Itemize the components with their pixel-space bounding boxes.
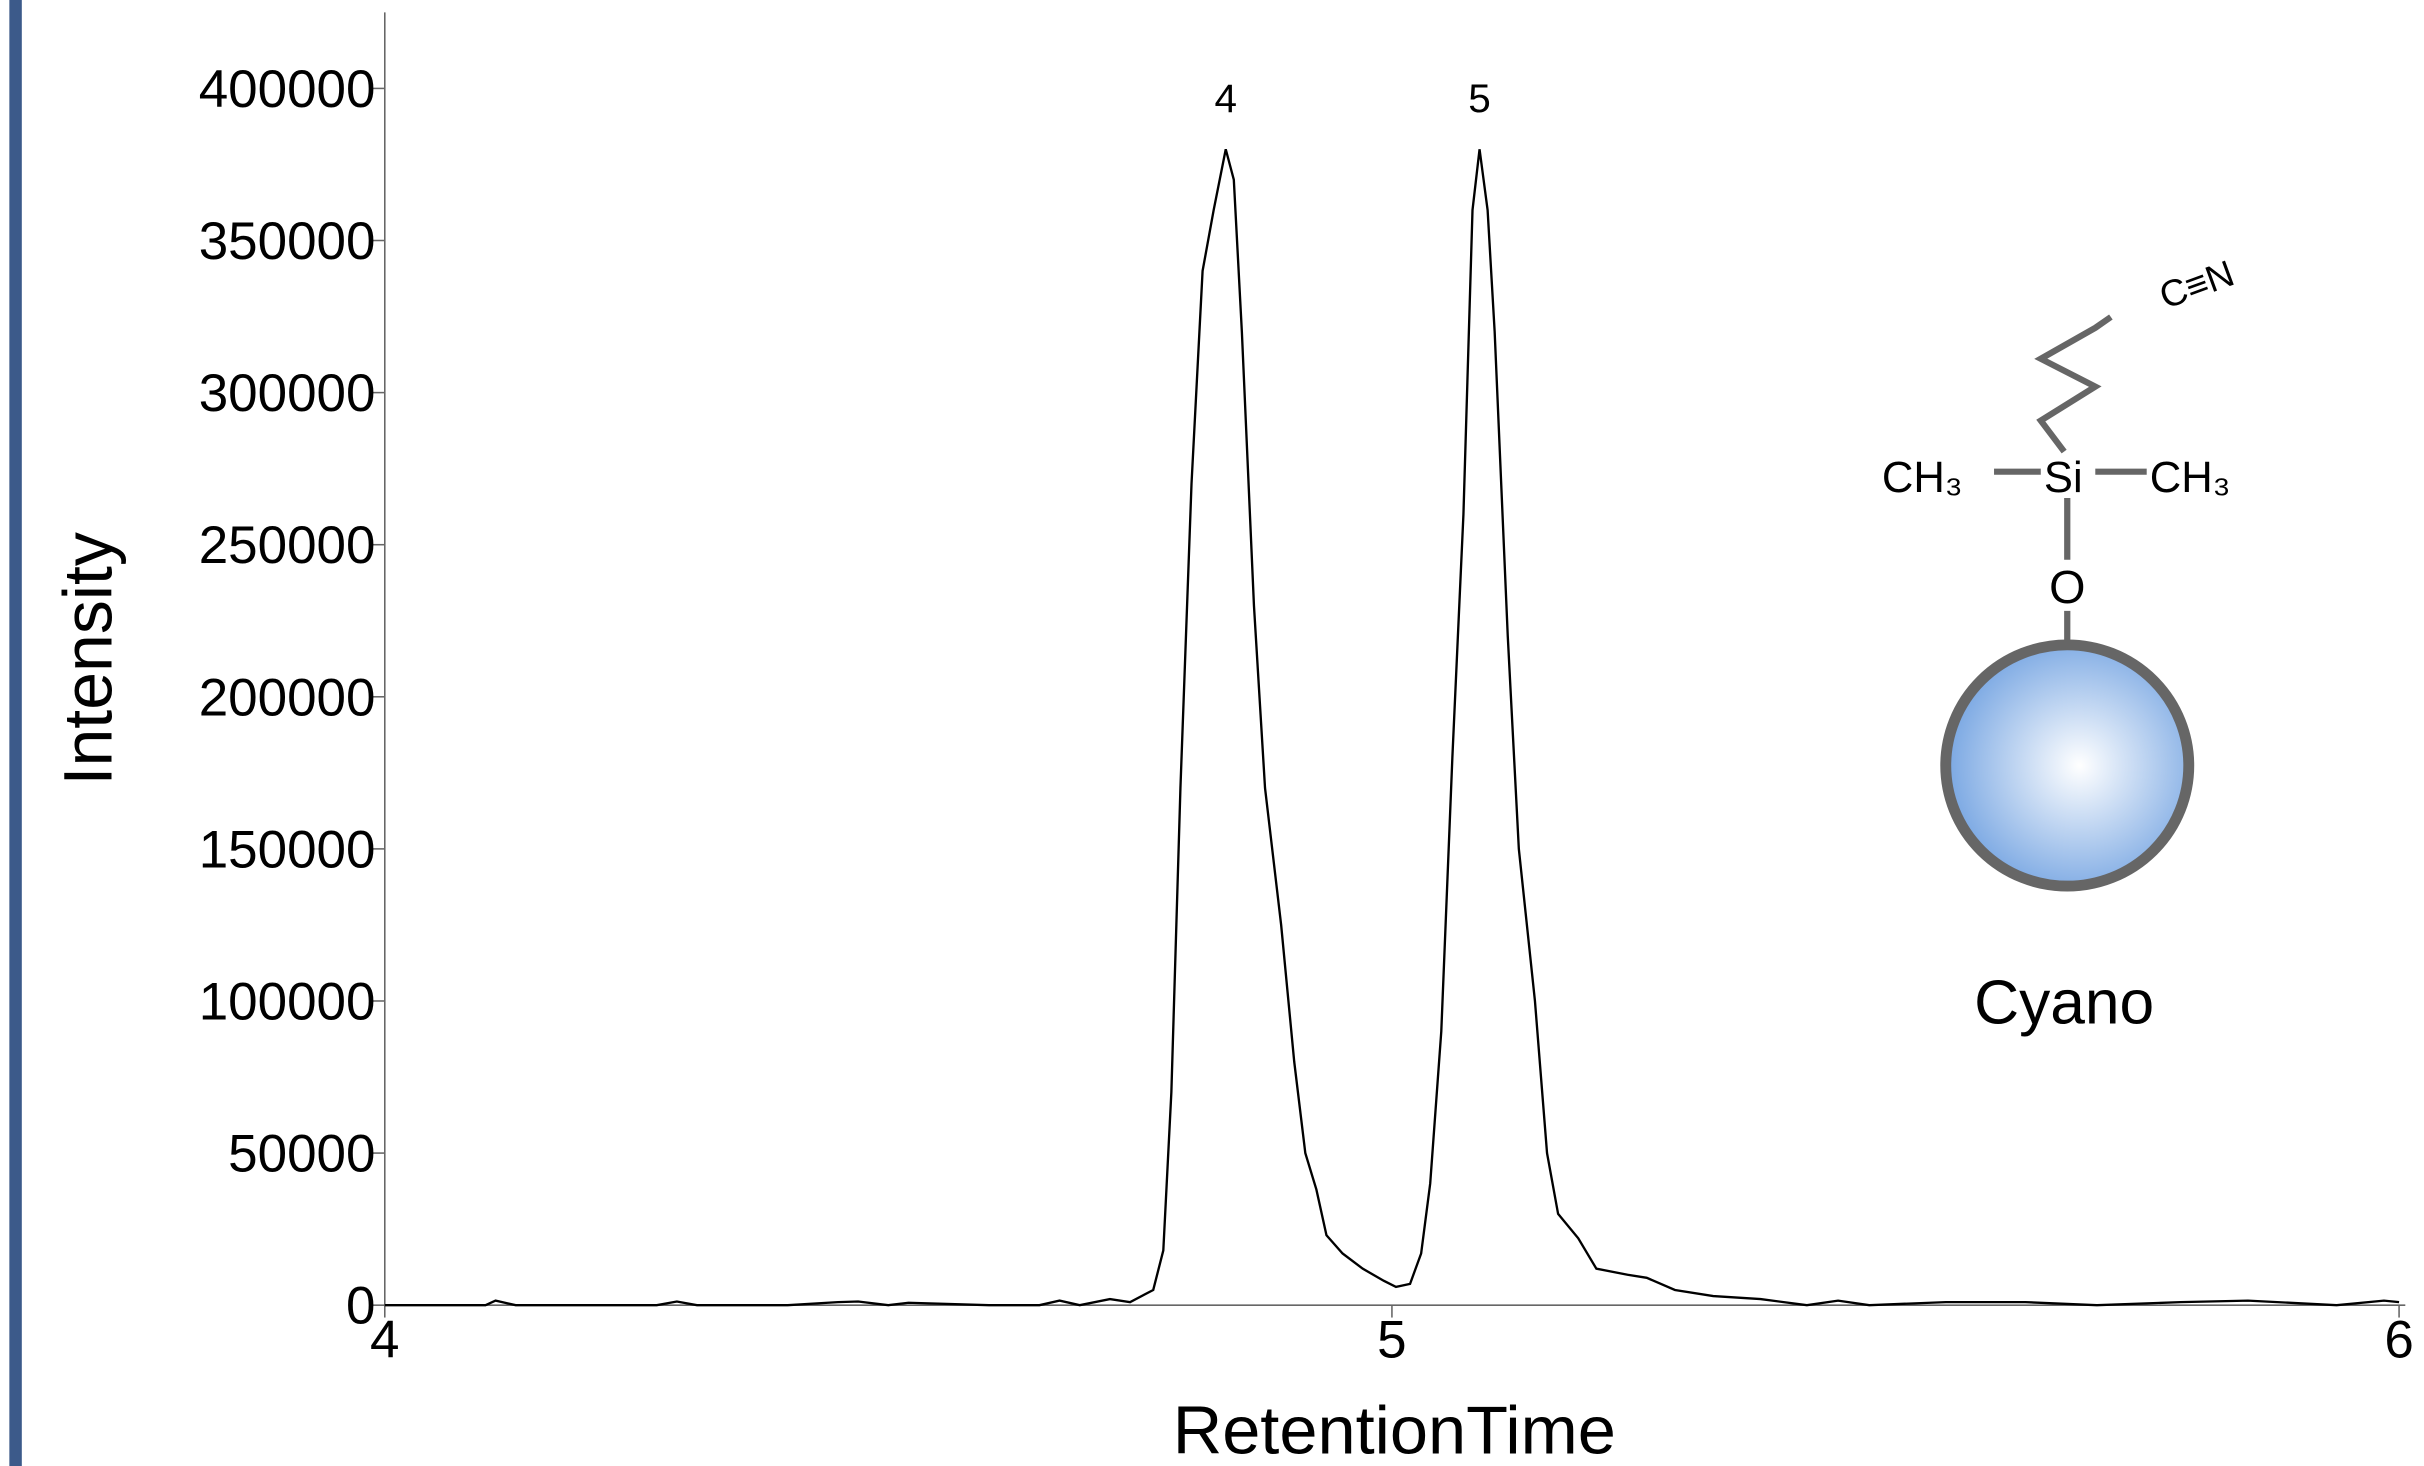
y-tick-label: 200000 <box>199 669 376 728</box>
y-tick-label: 150000 <box>199 821 376 880</box>
particle <box>1946 645 2189 886</box>
y-tick-label: 400000 <box>199 60 376 119</box>
y-tick-label: 350000 <box>199 212 376 271</box>
chart: Intensity RetentionTime C≡N CH₃ Si CH₃ O Cyan… <box>0 0 2424 1466</box>
inset-label: CH₃ <box>2150 454 2231 502</box>
y-tick-label: 250000 <box>199 516 376 575</box>
y-tick-label: 300000 <box>199 364 376 423</box>
y-tick-label: 50000 <box>228 1125 375 1184</box>
inset-label: C≡N <box>2154 252 2240 317</box>
x-axis-label: RetentionTime <box>1173 1393 1616 1466</box>
inset-label: Si <box>2044 454 2083 502</box>
chain <box>2041 317 2111 452</box>
peak-label: 5 <box>1468 75 1491 121</box>
inset-label: CH₃ <box>1882 454 1963 502</box>
x-tick-label: 6 <box>2384 1311 2413 1370</box>
peak-label: 4 <box>1214 75 1237 121</box>
x-tick-label: 4 <box>370 1311 399 1370</box>
x-tick-label: 5 <box>1377 1311 1406 1370</box>
side-bar <box>9 0 21 1466</box>
y-axis-label: Intensity <box>50 532 126 785</box>
y-tick-label: 100000 <box>199 973 376 1032</box>
inset-label: O <box>2049 561 2085 613</box>
inset-title: Cyano <box>1974 969 2154 1038</box>
